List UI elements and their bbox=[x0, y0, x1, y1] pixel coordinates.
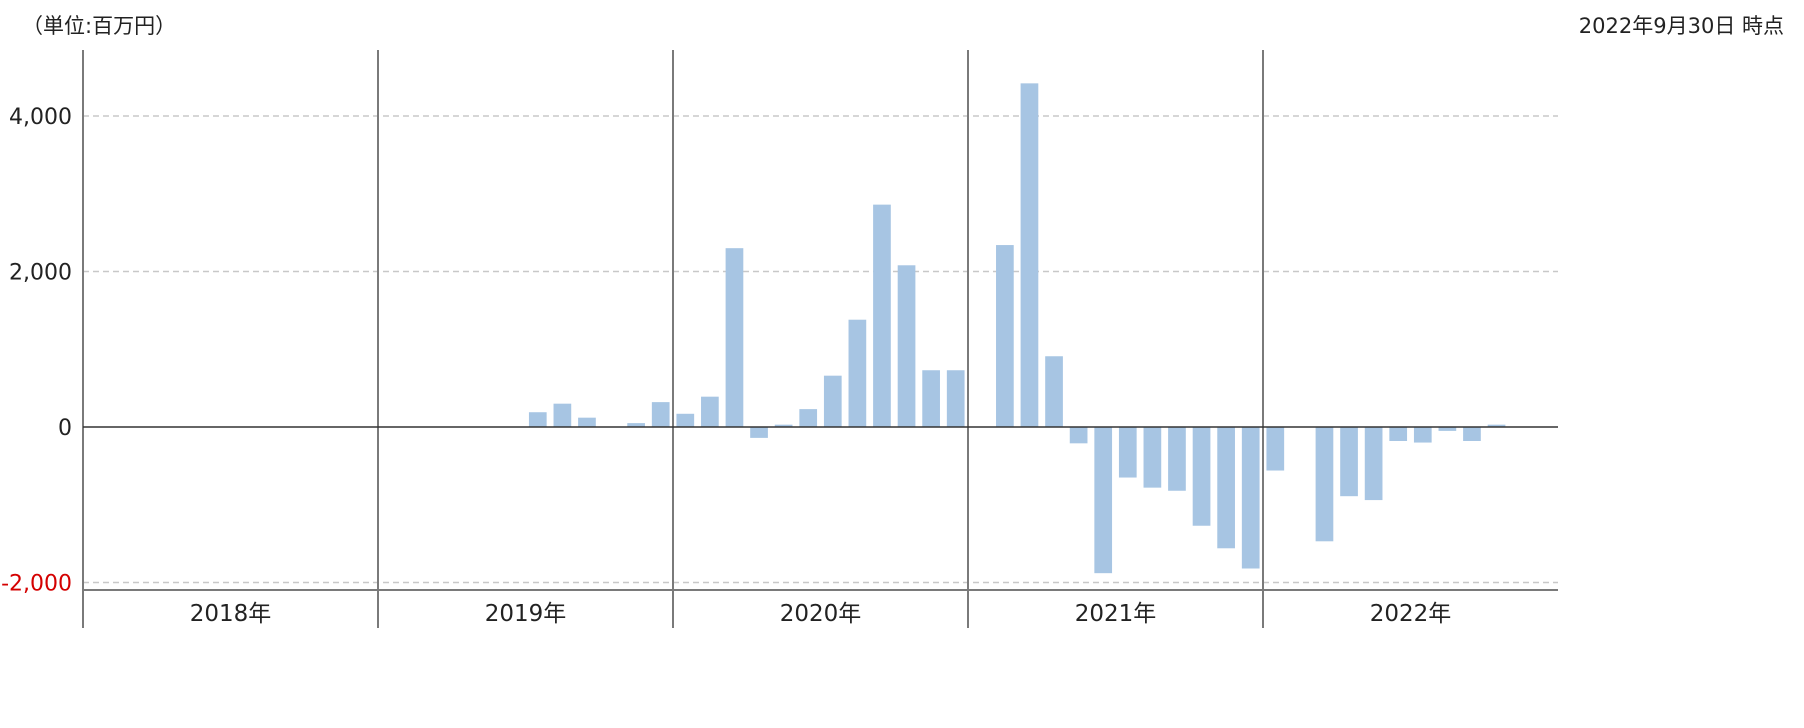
bar bbox=[1143, 427, 1162, 488]
bar bbox=[996, 245, 1014, 427]
bar bbox=[701, 396, 719, 427]
bars bbox=[528, 83, 1506, 574]
bar bbox=[1315, 427, 1334, 542]
bar bbox=[1340, 427, 1358, 497]
x-tick-label: 2020年 bbox=[780, 601, 862, 627]
bar bbox=[799, 409, 818, 427]
y-tick-label: 4,000 bbox=[9, 105, 72, 130]
as-of-date-label: 2022年9月30日 時点 bbox=[1578, 14, 1784, 38]
bar bbox=[725, 248, 744, 427]
y-tick-label: 2,000 bbox=[9, 261, 72, 286]
bar bbox=[1241, 427, 1260, 569]
bar bbox=[1094, 427, 1113, 574]
x-tick-label: 2021年 bbox=[1075, 601, 1157, 627]
bar bbox=[651, 402, 670, 427]
bar bbox=[1118, 427, 1137, 478]
bar bbox=[1487, 424, 1506, 427]
x-tick-label: 2018年 bbox=[190, 601, 272, 627]
bar bbox=[774, 424, 793, 427]
grid-lines bbox=[83, 115, 1558, 584]
bar bbox=[946, 370, 965, 427]
bar bbox=[1192, 427, 1211, 526]
bar bbox=[1045, 356, 1063, 427]
axes bbox=[82, 50, 1558, 628]
bar bbox=[1389, 427, 1408, 441]
x-tick-label: 2019年 bbox=[485, 601, 567, 627]
bar bbox=[1266, 427, 1285, 471]
y-tick-label: -2,000 bbox=[1, 572, 72, 597]
bar bbox=[1217, 427, 1235, 549]
bar bbox=[873, 204, 891, 427]
bar bbox=[578, 417, 596, 427]
bar bbox=[1463, 427, 1481, 441]
bar bbox=[897, 265, 916, 427]
bar bbox=[750, 427, 768, 438]
bar bbox=[1438, 427, 1457, 431]
bar bbox=[1020, 83, 1039, 427]
bar bbox=[1069, 427, 1088, 444]
y-tick-label: 0 bbox=[58, 416, 72, 441]
bar bbox=[528, 412, 547, 427]
x-tick-label: 2022年 bbox=[1370, 601, 1452, 627]
bar bbox=[676, 413, 695, 427]
bar bbox=[553, 403, 572, 427]
bar bbox=[1168, 427, 1186, 491]
bar bbox=[627, 423, 645, 427]
bar bbox=[848, 319, 867, 427]
bar bbox=[1413, 427, 1432, 443]
axis-labels: 4,000 2,000 0 -2,000 2018年 2019年 2020年 2021年 202… bbox=[1, 105, 1451, 627]
unit-label: （単位:百万円） bbox=[22, 14, 177, 38]
bar bbox=[1364, 427, 1383, 501]
bar bbox=[922, 370, 940, 427]
bar bbox=[823, 375, 842, 427]
